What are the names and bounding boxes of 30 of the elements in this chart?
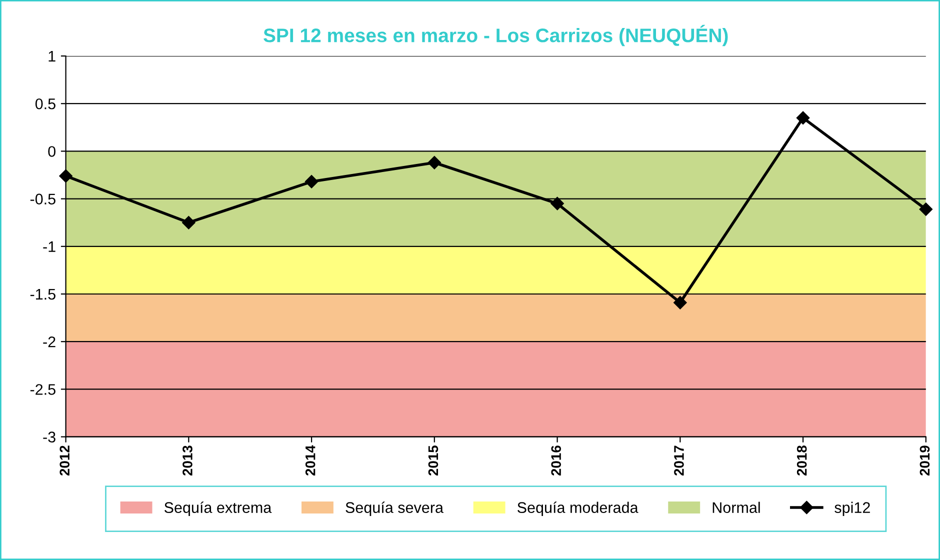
point <box>428 156 441 170</box>
x-tick-label: 2016 <box>551 446 562 476</box>
point <box>796 111 810 124</box>
y-tick-label: 1 <box>48 51 56 62</box>
y-tick-label: -3 <box>43 432 56 442</box>
x-tick-label: 2017 <box>674 446 684 476</box>
point <box>182 216 196 230</box>
point <box>674 296 687 310</box>
x-tick-label: 2012 <box>60 446 70 476</box>
y-tick-label: -1 <box>43 241 56 252</box>
x-tick-label: 2014 <box>305 445 316 476</box>
legend-label: Sequía severa <box>346 502 444 516</box>
y-tick-label: -1.5 <box>30 289 56 300</box>
legend-label: Sequía extrema <box>164 502 272 516</box>
x-tick-label: 2015 <box>428 446 438 476</box>
x-tick-label: 2013 <box>182 446 192 476</box>
x-tick-label: 2018 <box>796 446 807 476</box>
point <box>550 196 564 210</box>
y-tick-label: -2 <box>43 336 56 348</box>
chart-title: SPI 12 meses en marzo - Los Carrizos (NEUQUÉN) <box>264 24 728 46</box>
y-tick-label: 0 <box>48 146 56 157</box>
legend-label: Normal <box>712 502 760 514</box>
y-tick-label: -2.5 <box>30 384 56 395</box>
legend-label: spi12 <box>834 502 870 516</box>
point <box>919 202 932 216</box>
y-tick-label: 0.5 <box>35 98 56 110</box>
y-tick-label: -0.5 <box>30 194 56 204</box>
x-tick-label: 2019 <box>920 446 930 476</box>
legend-label: Sequía moderada <box>518 502 638 516</box>
point <box>304 175 318 188</box>
